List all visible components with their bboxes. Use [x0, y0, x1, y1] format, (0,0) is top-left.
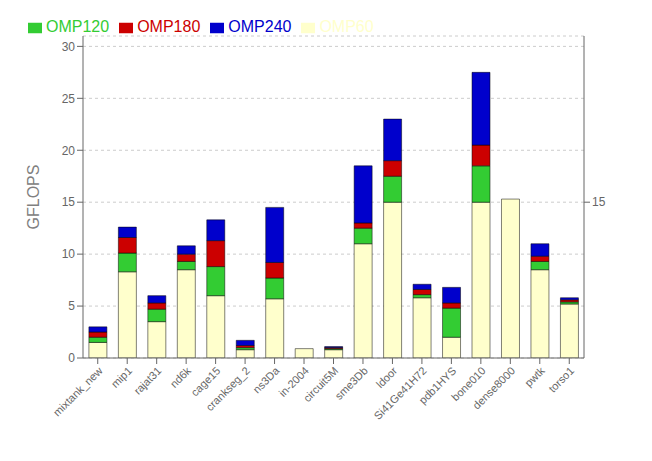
- svg-text:15: 15: [592, 195, 606, 209]
- svg-text:10: 10: [62, 247, 76, 261]
- svg-text:mip1: mip1: [109, 364, 134, 389]
- svg-text:30: 30: [62, 40, 76, 54]
- svg-text:15: 15: [62, 195, 76, 209]
- svg-text:crankseg_2: crankseg_2: [203, 364, 252, 413]
- html-text:OMP60: OMP60: [319, 18, 374, 35]
- svg-text:sme3Db: sme3Db: [332, 364, 369, 401]
- svg-text:cage15: cage15: [188, 364, 223, 399]
- svg-text:rajat31: rajat31: [131, 364, 163, 396]
- svg-text:GFLOPS: GFLOPS: [25, 165, 42, 230]
- svg-text:Si41Ge41H72: Si41Ge41H72: [371, 364, 429, 422]
- svg-text:ldoor: ldoor: [374, 364, 400, 390]
- svg-text:20: 20: [62, 144, 76, 158]
- svg-text:25: 25: [62, 92, 76, 106]
- svg-text:pwtk: pwtk: [522, 364, 547, 389]
- svg-text:mixtank_new: mixtank_new: [51, 364, 105, 418]
- html-text:OMP120: OMP120: [46, 18, 110, 35]
- html-text:OMP180: OMP180: [137, 18, 201, 35]
- svg-text:5: 5: [68, 299, 75, 313]
- svg-text:dense8000: dense8000: [470, 364, 517, 411]
- svg-text:ns3Da: ns3Da: [250, 364, 282, 396]
- svg-text:torso1: torso1: [546, 364, 576, 394]
- html-text:OMP240: OMP240: [228, 18, 292, 35]
- svg-text:in-2004: in-2004: [276, 364, 311, 399]
- svg-text:pdb1HYS: pdb1HYS: [417, 364, 459, 406]
- svg-text:0: 0: [68, 351, 75, 365]
- svg-text:nd6k: nd6k: [168, 364, 194, 390]
- svg-text:bone010: bone010: [449, 364, 488, 404]
- svg-text:circuit5M: circuit5M: [301, 364, 341, 404]
